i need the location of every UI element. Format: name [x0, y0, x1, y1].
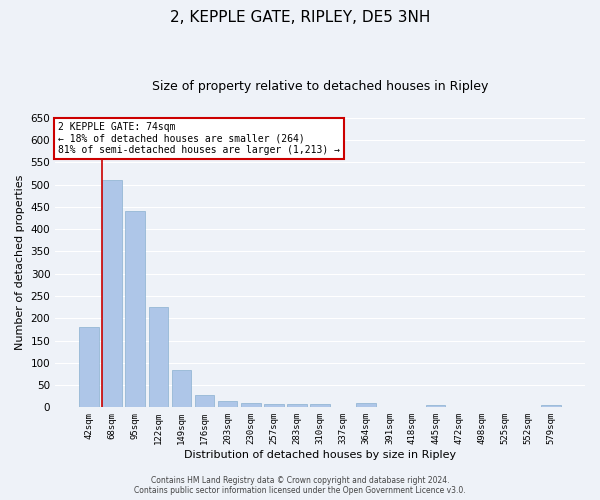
Bar [426, 405, 445, 407]
Bar [218, 401, 238, 407]
Y-axis label: Number of detached properties: Number of detached properties [15, 175, 25, 350]
Bar [195, 396, 214, 407]
Text: Contains HM Land Registry data © Crown copyright and database right 2024.
Contai: Contains HM Land Registry data © Crown c… [134, 476, 466, 495]
Bar [310, 404, 330, 407]
X-axis label: Distribution of detached houses by size in Ripley: Distribution of detached houses by size … [184, 450, 456, 460]
Title: Size of property relative to detached houses in Ripley: Size of property relative to detached ho… [152, 80, 488, 93]
Bar [287, 404, 307, 407]
Bar [79, 327, 99, 407]
Bar [241, 404, 260, 407]
Bar [149, 307, 168, 408]
Bar [541, 405, 561, 407]
Bar [356, 404, 376, 407]
Text: 2 KEPPLE GATE: 74sqm
← 18% of detached houses are smaller (264)
81% of semi-deta: 2 KEPPLE GATE: 74sqm ← 18% of detached h… [58, 122, 340, 156]
Bar [103, 180, 122, 408]
Bar [172, 370, 191, 408]
Bar [125, 212, 145, 408]
Bar [264, 404, 284, 407]
Text: 2, KEPPLE GATE, RIPLEY, DE5 3NH: 2, KEPPLE GATE, RIPLEY, DE5 3NH [170, 10, 430, 25]
